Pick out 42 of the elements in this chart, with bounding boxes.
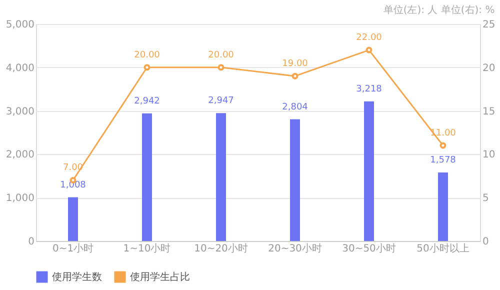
data-label: 1,578 [430,156,456,166]
data-label: 2,804 [282,102,308,112]
bar [364,101,374,241]
x-tick-label: 30~50小时 [342,242,396,254]
point [292,72,298,80]
data-label: 22.00 [356,33,382,44]
y2-tick-label: 5 [482,193,489,204]
point [218,64,224,71]
legend-label: 使用学生占比 [130,271,190,283]
y2-tick-label: 15 [482,106,496,118]
x-tick-label: 20~30小时 [268,242,322,254]
point [144,64,150,71]
y-tick-label: 1,000 [6,193,34,204]
data-label: 2,942 [134,96,160,106]
y-tick-label: 3,000 [6,106,34,118]
data-label: 20.00 [208,50,234,60]
y-tick-label: 2,000 [6,150,34,161]
x-tick-label: 10~20小时 [194,242,248,254]
y-tick-label: 5,000 [6,20,34,30]
point [366,46,372,54]
bar [216,113,226,241]
bar [68,197,78,241]
data-label: 19.00 [282,59,308,70]
y2-tick-label: 25 [482,20,496,30]
data-label: 3,218 [356,84,382,94]
bar [290,119,300,241]
bar [438,172,448,241]
x-tick-label: 50小时以上 [416,242,470,254]
y2-tick-label: 0 [482,236,489,248]
text: 单位(左): 人 单位(右): % [383,4,495,16]
legend-label: 使用学生数 [52,271,102,283]
y2-tick-label: 20 [482,62,496,74]
data-label: 2,947 [208,96,234,106]
data-label: 20.00 [134,50,160,60]
y-tick-label: 0 [28,236,34,248]
y-tick-label: 4,000 [6,62,34,74]
x-tick-label: 1~10小时 [123,242,171,254]
y2-tick-label: 10 [482,150,496,161]
point [440,142,446,149]
x-tick-label: 0~1小时 [52,242,94,254]
data-label: 1,008 [60,180,86,190]
bar [142,113,152,241]
